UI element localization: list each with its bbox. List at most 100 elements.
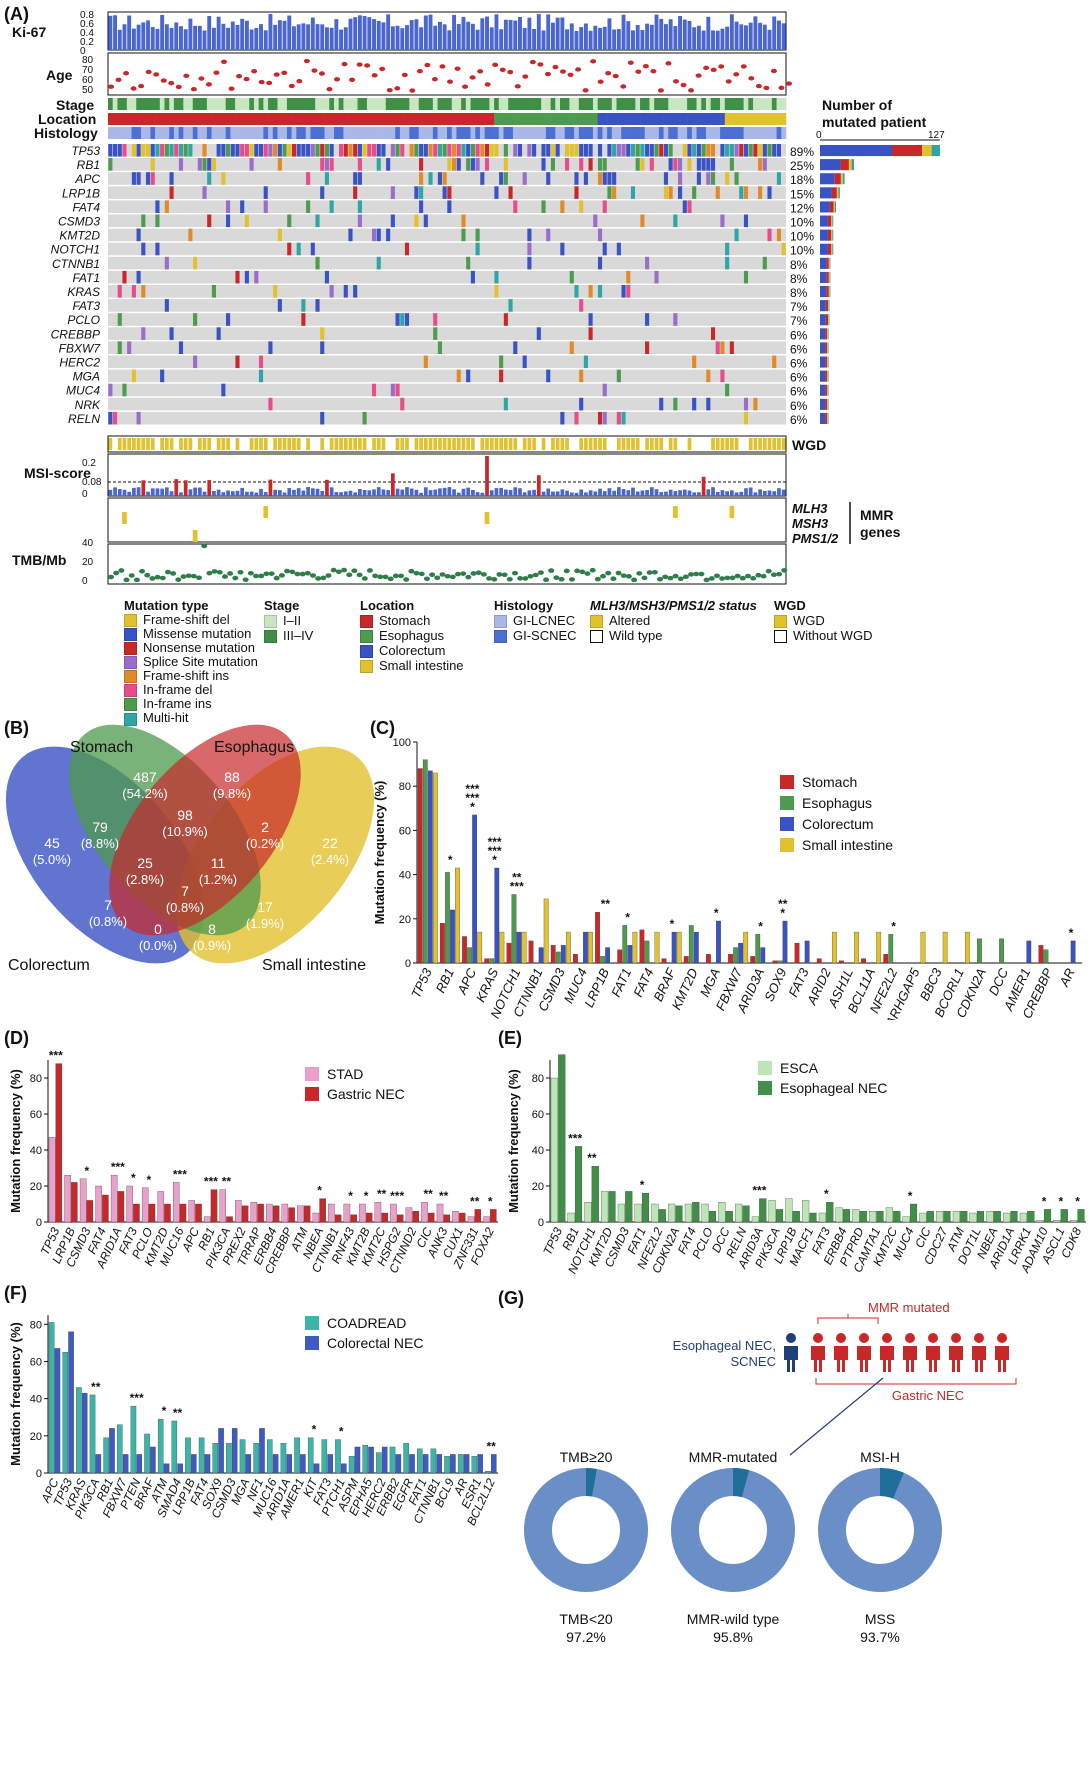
stage-cell bbox=[301, 98, 307, 110]
histology-cell bbox=[230, 127, 236, 139]
location-cell bbox=[348, 113, 354, 125]
mmr-cell bbox=[484, 512, 490, 524]
gene-label-kmt2d: KMT2D bbox=[59, 229, 100, 243]
stage-cell bbox=[630, 98, 636, 110]
bar-E-erbb4 bbox=[835, 1207, 843, 1223]
mutation-cell bbox=[602, 200, 607, 213]
stage-cell bbox=[291, 98, 297, 110]
location-cell bbox=[136, 113, 142, 125]
mutation-cell bbox=[301, 144, 306, 157]
wgd-cell bbox=[532, 438, 536, 450]
age-dot bbox=[364, 63, 371, 68]
stage-cell bbox=[150, 98, 156, 110]
msi-bar bbox=[758, 489, 762, 496]
mutation-cell bbox=[348, 228, 353, 242]
stage-cell bbox=[216, 98, 222, 110]
wgd-cell bbox=[654, 438, 659, 450]
wgd-cell bbox=[127, 438, 132, 450]
tmb-dot bbox=[506, 576, 513, 582]
mutation-cell bbox=[117, 144, 122, 157]
bar-C-tp53 bbox=[417, 768, 423, 964]
bar-C-fat4 bbox=[654, 931, 660, 964]
bar-D-ank3 bbox=[443, 1214, 450, 1223]
mutation-cell bbox=[353, 285, 358, 298]
stage-cell bbox=[235, 98, 241, 110]
histology-cell bbox=[366, 127, 372, 139]
bar-E-notch1 bbox=[584, 1202, 592, 1223]
location-cell bbox=[767, 113, 773, 125]
venn-count: 8 bbox=[208, 921, 216, 937]
mutation-cell bbox=[423, 144, 428, 157]
mutation-cell bbox=[433, 327, 438, 340]
wgd-cell bbox=[226, 438, 230, 450]
mutation-cell bbox=[588, 313, 593, 326]
histology-cell bbox=[239, 127, 245, 139]
mutation-cell bbox=[268, 144, 273, 157]
bar-E-reln bbox=[735, 1203, 743, 1223]
mutation-cell bbox=[739, 144, 744, 157]
tmb-dot bbox=[641, 575, 648, 581]
bar-C-arhgap5 bbox=[920, 931, 926, 964]
age-dot bbox=[341, 61, 348, 67]
ki67-bar bbox=[183, 29, 188, 50]
significance-stars: * bbox=[131, 1171, 136, 1185]
count-bar-seg bbox=[827, 412, 829, 424]
person-gastric-body bbox=[880, 1346, 894, 1372]
histology-cell bbox=[244, 127, 250, 139]
stage-cell bbox=[494, 98, 500, 110]
mutation-cell bbox=[447, 200, 452, 213]
gene-row-bg bbox=[108, 299, 786, 312]
mutation-cell bbox=[762, 158, 767, 171]
bar-F-mga bbox=[239, 1439, 246, 1474]
msi-bar bbox=[245, 491, 249, 496]
bar-E-pik3ca bbox=[768, 1200, 776, 1223]
wgd-cell bbox=[254, 438, 259, 450]
gene-label-fat3: FAT3 bbox=[72, 299, 100, 313]
msi-bar bbox=[471, 489, 475, 496]
bar-C-braf bbox=[661, 958, 667, 964]
stage-cell bbox=[268, 98, 274, 110]
stage-cell bbox=[188, 98, 194, 110]
mutation-cell bbox=[579, 144, 584, 157]
venn-count: 0 bbox=[154, 921, 162, 937]
mutation-cell bbox=[706, 144, 711, 157]
mutation-cell bbox=[324, 270, 329, 284]
bar-F-muc16 bbox=[267, 1439, 273, 1474]
bar-C-ctnnb1 bbox=[528, 940, 534, 964]
location-cell bbox=[691, 113, 697, 125]
mutation-cell bbox=[282, 144, 287, 157]
histology-label: Histology bbox=[34, 125, 98, 141]
significance-stars: ** bbox=[587, 1151, 597, 1165]
mutation-cell bbox=[221, 172, 226, 185]
msi-frame bbox=[107, 453, 787, 497]
stage-cell bbox=[423, 98, 429, 110]
bar-F-bcl2l12 bbox=[485, 1470, 491, 1474]
bar-E-adam10 bbox=[1043, 1209, 1052, 1223]
stage-cell bbox=[442, 98, 448, 110]
location-cell bbox=[508, 113, 514, 125]
histology-cell bbox=[753, 127, 759, 139]
ki67-bar bbox=[734, 21, 739, 50]
venn-count: 88 bbox=[224, 769, 240, 785]
histology-cell bbox=[404, 127, 410, 139]
location-cell bbox=[522, 113, 528, 125]
person-gastric-body bbox=[926, 1346, 940, 1372]
age-dot bbox=[567, 72, 574, 77]
tmb-dot bbox=[144, 572, 151, 578]
bar-D-arid1a bbox=[110, 1175, 118, 1223]
mutation-cell bbox=[254, 144, 259, 157]
tmb-dot bbox=[154, 574, 161, 580]
ki67-bar bbox=[259, 24, 263, 50]
msi-bar bbox=[315, 488, 320, 496]
msi-bar bbox=[607, 488, 612, 496]
mutation-cell bbox=[409, 144, 414, 157]
stage-cell bbox=[324, 98, 330, 110]
chart-c: 0 20 40 60 80 100 Mutation frequency (%) TP53 RB… bbox=[370, 720, 1089, 1029]
bar-F-rb1 bbox=[103, 1437, 109, 1474]
age-dot bbox=[680, 82, 687, 88]
tmb-dot bbox=[237, 569, 244, 575]
bar-E-arid3a bbox=[751, 1216, 759, 1223]
mutation-cell bbox=[404, 313, 410, 326]
msi-bar bbox=[329, 487, 334, 496]
msi-bar bbox=[376, 487, 381, 496]
